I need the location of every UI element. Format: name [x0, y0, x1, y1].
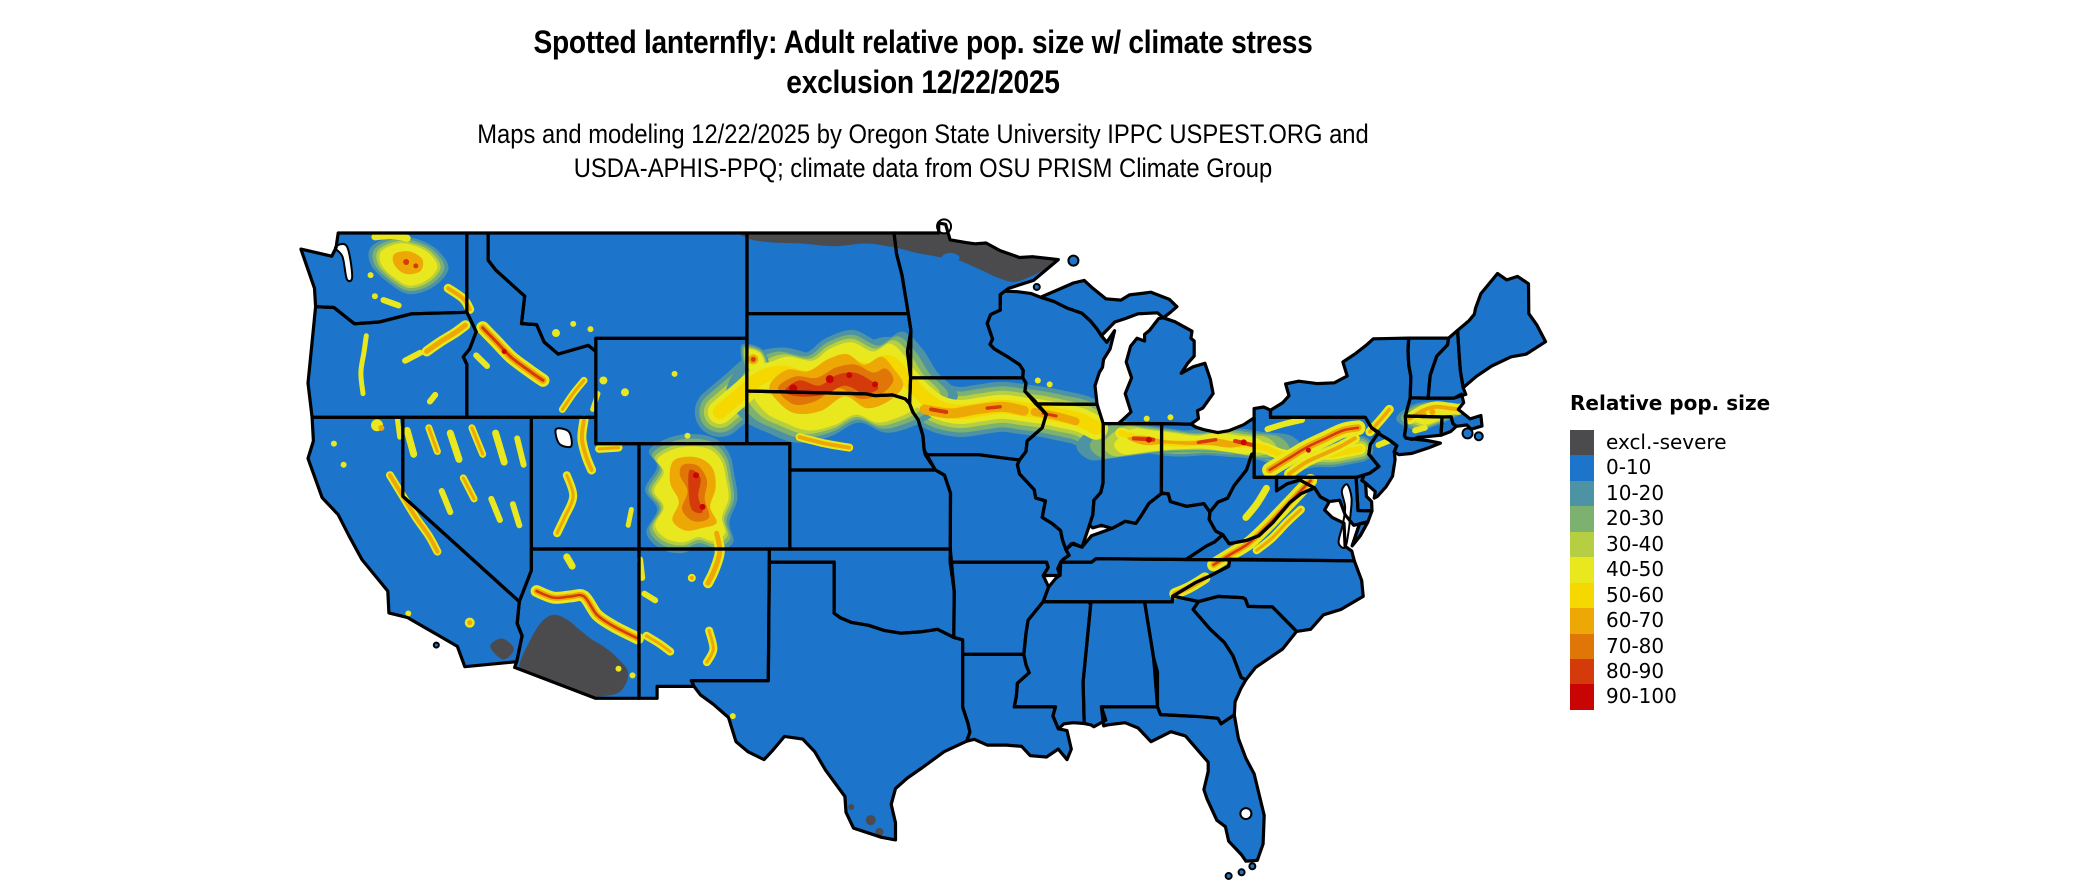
state-wi	[987, 291, 1115, 405]
state-ms	[1014, 601, 1091, 729]
legend-item-0-10: 0-10	[1570, 455, 1770, 481]
title-block: Spotted lanternfly: Adult relative pop. …	[111, 22, 1735, 185]
legend-swatch	[1570, 608, 1594, 634]
legend-swatch	[1570, 506, 1594, 532]
legend-swatch	[1570, 531, 1594, 558]
legend: Relative pop. size excl.-severe 0-10 10-20…	[1570, 391, 1770, 710]
state-ok	[769, 549, 955, 638]
legend-item-label: 30-40	[1606, 531, 1665, 556]
state-or	[308, 306, 477, 418]
legend-item-10-20: 10-20	[1570, 480, 1770, 507]
legend-item-70-80: 70-80	[1570, 633, 1770, 659]
legend-item-60-70: 60-70	[1570, 608, 1770, 634]
legend-item-label: 70-80	[1606, 633, 1665, 658]
legend-item-label: 60-70	[1606, 608, 1665, 633]
state-me	[1457, 273, 1546, 388]
subtitle-line2: USDA-APHIS-PPQ; climate data from OSU PR…	[573, 153, 1273, 183]
legend-swatch	[1570, 582, 1594, 609]
state-nv	[402, 417, 532, 602]
subtitle-block: Maps and modeling 12/22/2025 by Oregon S…	[111, 117, 1735, 185]
legend-title: Relative pop. size	[1570, 391, 1771, 415]
states-fill	[300, 223, 1546, 879]
legend-item-label: 40-50	[1606, 557, 1665, 582]
state-mil	[1118, 317, 1214, 425]
legend-item-40-50: 40-50	[1570, 557, 1770, 583]
legend-swatch	[1570, 557, 1594, 583]
legend-items: excl.-severe 0-10 10-20 20-30 30-40 40-50 50-6…	[1570, 430, 1770, 710]
state-nm	[639, 549, 770, 699]
legend-item-80-90: 80-90	[1570, 658, 1770, 685]
legend-item-label: 0-10	[1606, 455, 1652, 480]
legend-item-label: 20-30	[1606, 506, 1665, 531]
state-tx	[691, 562, 970, 840]
legend-swatch	[1570, 658, 1594, 685]
legend-item-50-60: 50-60	[1570, 582, 1770, 609]
legend-item-30-40: 30-40	[1570, 531, 1770, 558]
state-fl	[1101, 706, 1265, 862]
legend-swatch	[1570, 684, 1594, 710]
legend-item-label: 90-100	[1606, 684, 1677, 709]
state-sc	[1193, 596, 1297, 680]
legend-swatch	[1570, 455, 1594, 481]
state-ks	[789, 470, 951, 549]
page-title-line2: exclusion 12/22/2025	[786, 64, 1060, 100]
legend-item-excl.-severe: excl.-severe	[1570, 430, 1770, 456]
legend-item-label: 50-60	[1606, 582, 1665, 607]
legend-item-label: excl.-severe	[1606, 430, 1727, 454]
legend-swatch	[1570, 430, 1594, 456]
state-ky	[1060, 493, 1223, 563]
state-ar	[950, 562, 1049, 655]
state-tn	[1043, 558, 1230, 602]
legend-item-20-30: 20-30	[1570, 506, 1770, 532]
state-mo	[925, 454, 1070, 576]
state-ga	[1144, 596, 1246, 724]
legend-swatch	[1570, 633, 1594, 659]
legend-swatch	[1570, 480, 1594, 507]
state-nh	[1428, 330, 1466, 399]
legend-item-90-100: 90-100	[1570, 684, 1770, 710]
state-ca	[308, 417, 523, 667]
state-ny	[1270, 338, 1441, 455]
state-borders	[299, 221, 1548, 880]
state-mt	[488, 233, 747, 355]
legend-item-label: 80-90	[1606, 658, 1665, 683]
page-title-line1: Spotted lanternfly: Adult relative pop. …	[533, 24, 1313, 60]
state-al	[1083, 601, 1158, 727]
state-nc	[1172, 559, 1364, 632]
subtitle-line1: Maps and modeling 12/22/2025 by Oregon S…	[477, 119, 1369, 149]
legend-item-label: 10-20	[1606, 480, 1665, 505]
state-nd	[747, 233, 909, 314]
state-de	[1356, 475, 1372, 511]
